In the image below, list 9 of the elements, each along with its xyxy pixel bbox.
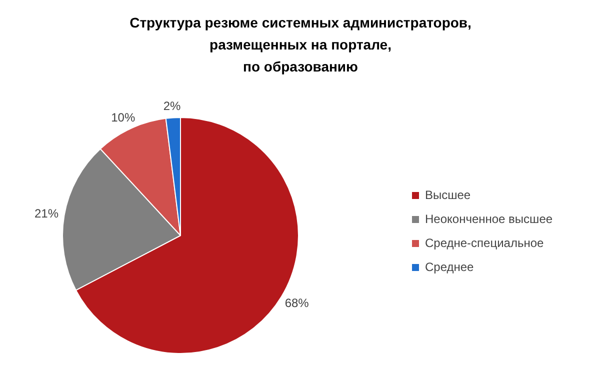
data-label: 2% — [163, 98, 182, 113]
legend-label: Неоконченное высшее — [425, 212, 553, 226]
data-label: 10% — [111, 110, 136, 125]
legend-label: Средне-специальное — [425, 236, 544, 250]
chart-title: Структура резюме системных администраторов, размещенных на портале, по образованию — [130, 14, 472, 74]
data-label: 68% — [284, 296, 310, 310]
data-label: 21% — [34, 206, 59, 220]
legend-label: Среднее — [425, 260, 474, 274]
legend-label: Высшее — [425, 188, 471, 202]
